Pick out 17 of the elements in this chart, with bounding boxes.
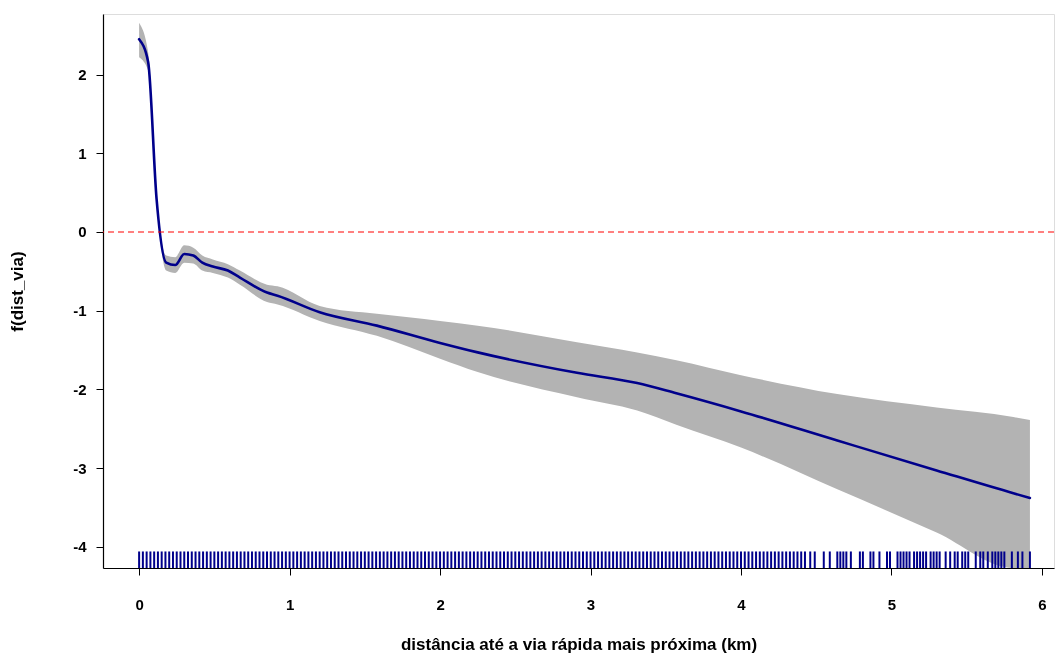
y-tick-label: -3 [73,459,87,477]
x-tick-label: 4 [737,595,747,613]
x-axis-title: distância até a via rápida mais próxima (km) [400,634,758,654]
y-tick-label: -1 [73,302,87,320]
x-tick-label: 1 [285,595,295,613]
y-tick-label: 0 [78,223,87,241]
x-tick-label: 2 [436,595,445,613]
line-series [137,37,1032,500]
x-tick-label: 5 [887,595,897,613]
y-tick-label: 2 [78,66,87,84]
x-tick-label: 6 [1038,595,1047,613]
x-tick-label: 3 [586,595,596,613]
y-tick-label: -4 [73,538,88,556]
y-tick-label: -2 [73,380,87,398]
x-tick-label: 0 [135,595,144,613]
y-tick-label: 1 [78,144,87,162]
y-axis-title: f(dist_via) [8,251,28,332]
